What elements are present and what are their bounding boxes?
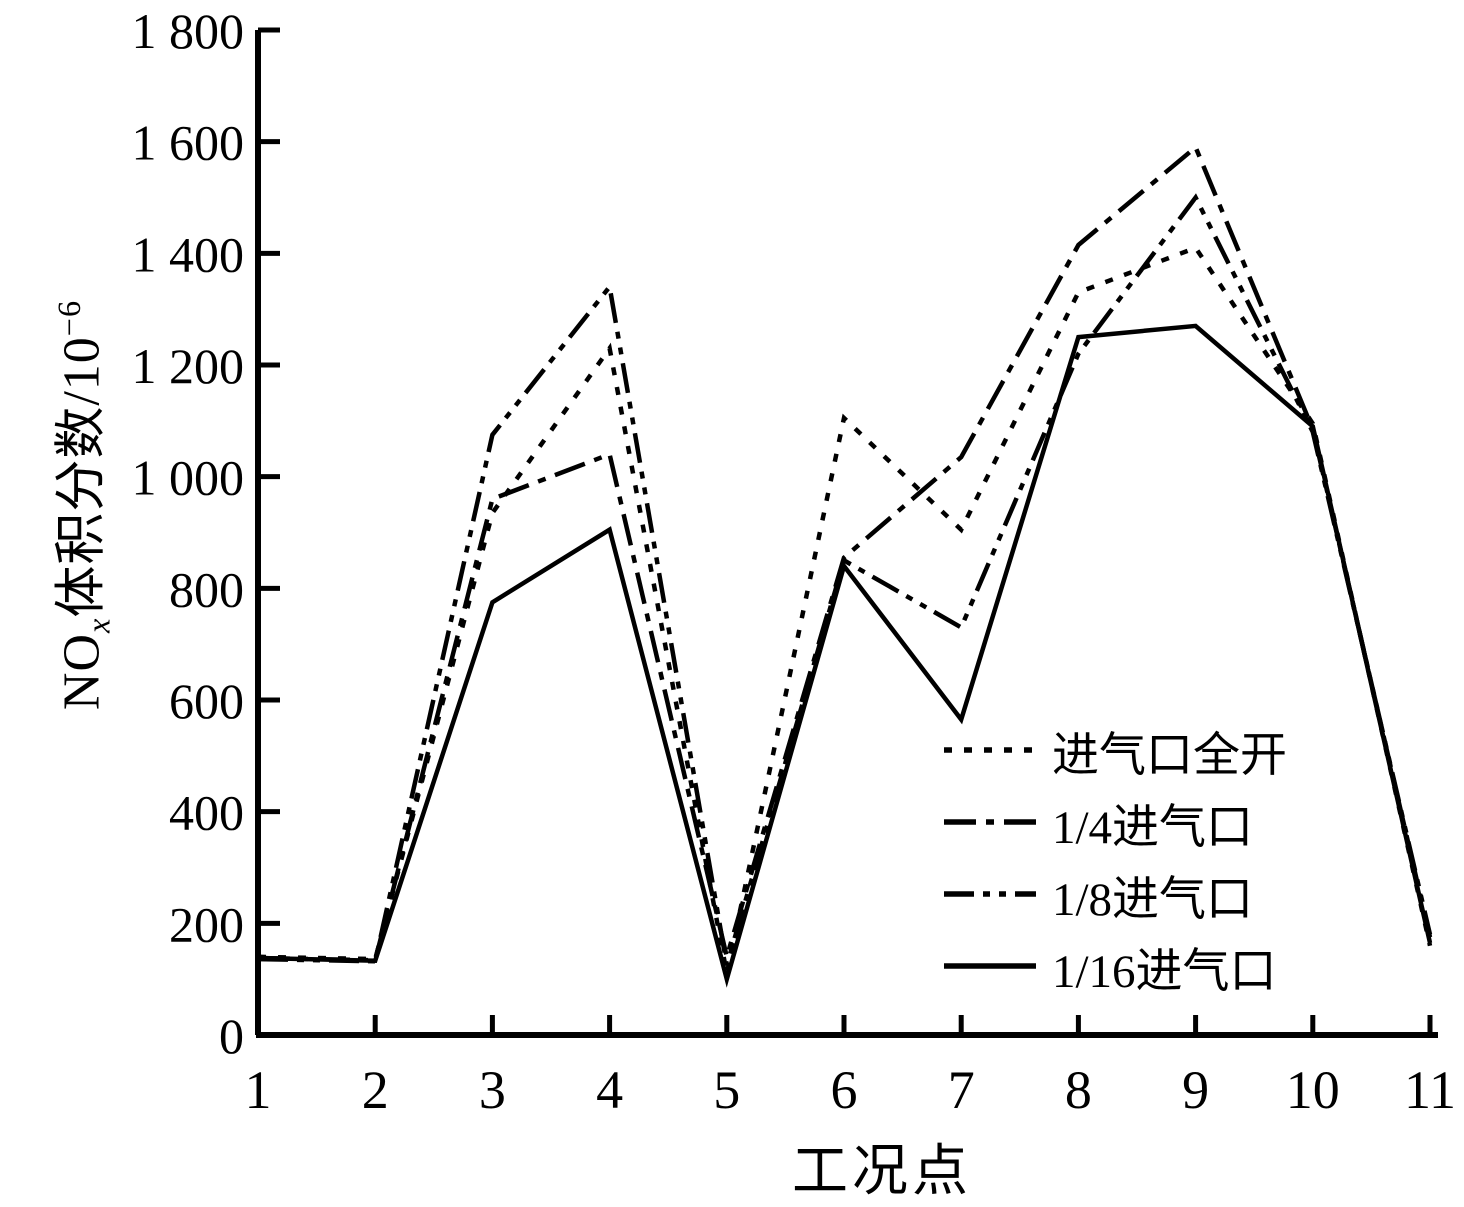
x-tick-label-7: 7 — [948, 1060, 975, 1120]
y-tick-label-0: 0 — [219, 1008, 244, 1064]
legend-item-sixteenth: 1/16进气口 — [942, 930, 1287, 1002]
x-tick-label-6: 6 — [831, 1060, 858, 1120]
y-tick-label-1200: 1 200 — [132, 338, 245, 394]
x-tick-label-3: 3 — [479, 1060, 506, 1120]
x-tick-label-1: 1 — [245, 1060, 272, 1120]
x-tick-label-8: 8 — [1065, 1060, 1092, 1120]
x-axis-title: 工况点 — [792, 1141, 972, 1203]
x-tick-label-2: 2 — [362, 1060, 389, 1120]
y-tick-label-800: 800 — [169, 561, 244, 617]
legend-label-sixteenth: 1/16进气口 — [1052, 945, 1277, 998]
x-tick-label-5: 5 — [713, 1060, 740, 1120]
series-line-sixteenth — [257, 323, 1433, 988]
y-tick-label-1000: 1 000 — [132, 450, 245, 506]
dash-dot-dot-line-icon — [944, 891, 1036, 897]
y-tick-label-1600: 1 600 — [132, 115, 245, 171]
y-axis-title-superscript: −6 — [50, 299, 87, 337]
y-axis-title-subscript: x — [80, 617, 117, 633]
legend-label-full-open: 进气口全开 — [1052, 729, 1287, 782]
y-tick-label-200: 200 — [169, 896, 244, 952]
x-tick-label-11: 11 — [1404, 1060, 1456, 1120]
legend: 进气口全开 1/4进气口 1/8进气口 1/16进气口 — [942, 714, 1287, 1002]
solid-line-icon — [944, 963, 1036, 969]
y-tick-label-1800: 1 800 — [132, 3, 245, 59]
legend-item-full-open: 进气口全开 — [942, 714, 1287, 786]
legend-item-eighth: 1/8进气口 — [942, 858, 1287, 930]
dotted-line-icon — [944, 747, 1036, 753]
y-tick-label-600: 600 — [169, 673, 244, 729]
dash-dot-line-icon — [944, 819, 1036, 825]
legend-item-quarter: 1/4进气口 — [942, 786, 1287, 858]
y-tick-label-400: 400 — [169, 785, 244, 841]
series-line-eighth — [257, 193, 1433, 966]
y-tick-label-1400: 1 400 — [132, 226, 245, 282]
x-tick-label-10: 10 — [1286, 1060, 1340, 1120]
y-axis-title: NOx体积分数/10−6 — [38, 300, 117, 710]
x-tick-label-4: 4 — [596, 1060, 623, 1120]
legend-label-eighth: 1/8进气口 — [1052, 873, 1254, 926]
x-tick-label-9: 9 — [1182, 1060, 1209, 1120]
legend-label-quarter: 1/4进气口 — [1052, 801, 1254, 854]
y-axis-title-prefix: NO — [53, 632, 111, 711]
series-line-quarter — [257, 143, 1433, 966]
y-axis-title-middle: 体积分数/10 — [53, 336, 111, 618]
